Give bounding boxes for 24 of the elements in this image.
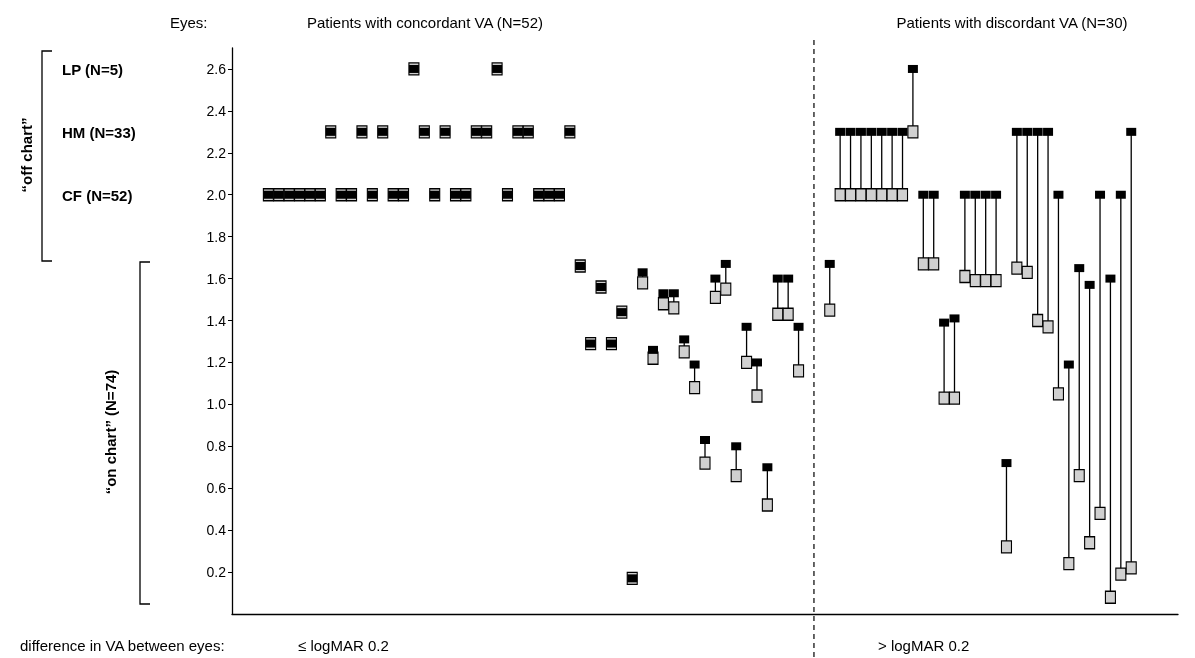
text: Eyes:	[170, 13, 208, 31]
text: “off chart”	[17, 117, 35, 193]
y-tick-label: 0.2	[206, 564, 227, 581]
text: “on chart” (N=74)	[101, 369, 119, 495]
y-tick-label: 0.4	[206, 522, 227, 539]
y-tick-label: 1.8	[206, 228, 227, 245]
text: Patients with discordant VA (N=30)	[896, 13, 1128, 31]
text: > logMAR 0.2	[878, 636, 970, 654]
y-tick-label: 0.6	[206, 480, 227, 497]
y-tick-label: 1.0	[206, 396, 227, 413]
y-tick-label: 1.4	[206, 312, 227, 329]
text: CF (N=52)	[62, 186, 133, 204]
text: difference in VA between eyes:	[20, 636, 225, 654]
text: Patients with concordant VA (N=52)	[306, 13, 544, 31]
y-tick-label: 2.2	[206, 144, 227, 161]
y-tick-label: 0.8	[206, 438, 227, 455]
y-tick-label: 1.6	[206, 270, 227, 287]
text: ≤ logMAR 0.2	[298, 636, 389, 654]
text: LP (N=5)	[62, 60, 123, 78]
y-tick-label: 2.4	[206, 102, 227, 119]
text: HM (N=33)	[62, 123, 136, 141]
y-tick-label: 2.0	[206, 186, 227, 203]
y-tick-label: 1.2	[206, 354, 227, 371]
y-tick-label: 2.6	[206, 60, 227, 77]
